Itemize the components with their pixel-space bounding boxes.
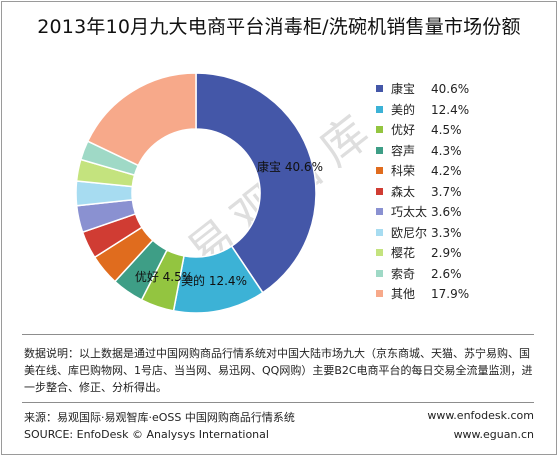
legend-swatch — [376, 249, 383, 256]
legend-swatch — [376, 290, 383, 297]
legend-swatch — [376, 146, 383, 154]
legend-item: 森太 3.7% — [376, 184, 546, 205]
slice-label-0: 康宝 40.6% — [257, 159, 323, 174]
legend-item: 科荣 4.2% — [376, 163, 546, 184]
legend-value: 4.5% — [431, 123, 462, 137]
legend-item: 巧太太 3.6% — [376, 204, 546, 225]
legend-swatch — [376, 269, 383, 277]
legend-label: 优好 — [391, 123, 416, 137]
source-cn: 来源：易观国际·易观智库·eOSS 中国网购商品行情系统 — [24, 411, 295, 424]
website-enfodesk: www.enfodesk.com — [427, 409, 534, 422]
legend-swatch — [376, 85, 383, 92]
bottom-divider — [22, 402, 534, 403]
donut-chart: 康宝 40.6% 美的 12.4%优好 4.5% — [75, 72, 323, 314]
legend-swatch — [376, 167, 383, 174]
legend-value: 2.9% — [431, 246, 462, 260]
legend-label: 樱花 — [391, 246, 416, 260]
chart-title: 2013年10月九大电商平台消毒柜/洗碗机销售量市场份额 — [37, 16, 521, 38]
legend: 康宝 40.6% 美的 12.4% 优好 4.5% 容声 4.3% 科荣 4.2% 森太 3.7% 巧太… — [376, 81, 546, 307]
legend-item: 樱花 2.9% — [376, 245, 546, 266]
legend-swatch — [376, 187, 383, 195]
legend-label: 索奇 — [391, 266, 416, 281]
source-en: SOURCE: EnfoDesk © Analysys Internationa… — [24, 428, 269, 441]
top-divider — [22, 334, 534, 335]
legend-label: 森太 — [391, 184, 416, 199]
legend-value: 40.6% — [431, 82, 470, 96]
slice-label-2: 优好 4.5% — [135, 270, 193, 284]
legend-value: 4.2% — [431, 164, 462, 178]
legend-label: 欧尼尔 — [391, 225, 428, 240]
legend-item: 美的 12.4% — [376, 102, 546, 123]
website-eguan: www.eguan.cn — [453, 428, 534, 441]
legend-item: 优好 4.5% — [376, 122, 546, 143]
legend-label: 科荣 — [391, 164, 416, 178]
legend-value: 12.4% — [431, 102, 470, 117]
legend-label: 容声 — [391, 143, 416, 158]
legend-label: 巧太太 — [391, 205, 428, 219]
legend-value: 3.6% — [431, 205, 462, 219]
data-note: 数据说明：以上数据是通过中国网购商品行情系统对中国大陆市场九大（京东商城、天猫、… — [24, 347, 533, 394]
donut-slice-10 — [86, 72, 197, 167]
legend-value: 3.3% — [431, 225, 462, 240]
legend-value: 17.9% — [431, 287, 470, 301]
legend-label: 康宝 — [391, 82, 416, 96]
legend-label: 美的 — [391, 102, 416, 117]
legend-value: 2.6% — [431, 266, 462, 281]
legend-value: 3.7% — [431, 184, 462, 199]
legend-value: 4.3% — [431, 143, 462, 158]
legend-item: 索奇 2.6% — [376, 266, 546, 287]
legend-item: 欧尼尔 3.3% — [376, 225, 546, 246]
legend-swatch — [376, 208, 383, 215]
slice-label-1: 美的 12.4% — [181, 273, 247, 288]
legend-item: 容声 4.3% — [376, 143, 546, 164]
legend-item: 康宝 40.6% — [376, 81, 546, 102]
legend-swatch — [376, 126, 383, 133]
legend-label: 其他 — [391, 287, 416, 301]
legend-swatch — [376, 228, 383, 236]
legend-swatch — [376, 105, 383, 113]
donut-slice-0 — [195, 72, 317, 294]
legend-item: 其他 17.9% — [376, 286, 546, 307]
